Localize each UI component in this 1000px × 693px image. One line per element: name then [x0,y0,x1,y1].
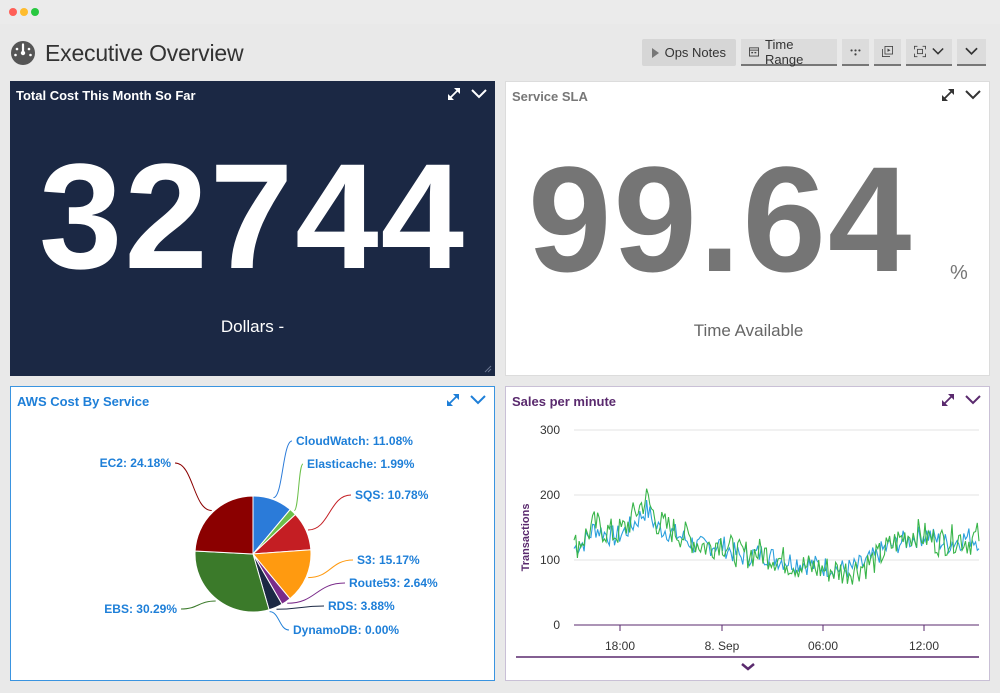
pie-label: Route53: 2.64% [349,576,438,590]
pie-label: RDS: 3.88% [328,599,395,613]
pie-label: DynamoDB: 0.00% [293,623,399,637]
widget-title: Service SLA [512,89,588,104]
calendar-icon [749,47,760,57]
y-tick-label: 200 [540,488,560,502]
toolbar: Ops Notes Time Range [641,36,986,67]
pie-connector [307,494,352,531]
chevron-down-icon[interactable] [471,89,487,99]
pie-connector [180,600,216,610]
chevron-down-icon [932,47,944,55]
pie-connector [273,440,293,499]
pie-connector [269,611,290,631]
widget-title: Sales per minute [512,394,617,409]
chevron-down-icon[interactable] [965,395,981,405]
fullscreen-icon [914,45,926,58]
pie-label: Elasticache: 1.99% [307,457,415,471]
service-sla-widget: Service SLA 99.64 % Time Available [505,81,990,376]
series-line [573,488,980,585]
chevron-down-icon[interactable] [470,395,486,405]
page-title: Executive Overview [45,39,244,66]
window-minimize-button[interactable] [20,8,28,16]
x-tick-label: 06:00 [808,639,838,653]
pie-slice[interactable] [194,550,270,613]
sla-unit-label: Time Available [693,321,804,340]
y-tick-label: 100 [540,553,560,567]
aws-cost-widget: AWS Cost By Service CloudWatch: 11.08% El… [10,386,495,681]
pie-connector [287,582,346,604]
window-close-button[interactable] [9,8,17,16]
chevron-down-icon[interactable] [741,663,755,671]
y-tick-label: 0 [553,618,560,632]
copy-icon [882,46,893,57]
variables-button[interactable] [842,39,869,66]
sla-value: 99.64 [528,135,914,303]
pie-label: S3: 15.17% [357,553,420,567]
ops-notes-button[interactable]: Ops Notes [641,39,736,66]
widget-title: Total Cost This Month So Far [16,88,196,103]
fullscreen-menu-button[interactable] [906,39,952,66]
cost-unit-label: Dollars - [220,317,285,336]
pie-connector [308,559,354,579]
chevron-down-icon[interactable] [965,90,981,100]
widget-title: AWS Cost By Service [17,394,150,409]
y-tick-label: 300 [540,423,560,437]
pie-label: EBS: 30.29% [104,602,177,616]
pie-label: EC2: 24.18% [100,456,172,470]
x-tick-label: 18:00 [605,639,635,653]
dashboard-menu-button[interactable] [957,39,986,66]
expand-icon[interactable] [447,87,461,101]
sales-per-minute-widget: Sales per minute 0 100 200 300 Transactions 1… [505,386,990,681]
play-icon [651,47,659,58]
ops-notes-label: Ops Notes [664,45,726,60]
chevron-down-icon [965,47,978,56]
time-range-label: Time Range [765,36,804,67]
total-cost-widget: Total Cost This Month So Far 32744 Dolla… [10,81,495,376]
y-axis-label: Transactions [520,504,532,572]
dots-icon [850,48,861,55]
dashboard-gauge-icon [11,41,35,65]
sales-line-chart: 0 100 200 300 Transactions 18:00 8. Sep 06:00 12… [516,423,980,671]
dashboard: Executive Overview Ops Notes Time Range [0,24,1000,693]
pie-label: SQS: 10.78% [355,488,429,502]
x-tick-label: 8. Sep [705,639,740,653]
sla-percent-suffix: % [950,262,968,284]
window-titlebar [0,0,1000,24]
page-header: Executive Overview [10,38,244,68]
pie-slice[interactable] [194,495,254,555]
x-tick-label: 12:00 [909,639,939,653]
expand-icon[interactable] [941,393,955,407]
pie-label: CloudWatch: 11.08% [296,434,413,448]
pie-connector [276,605,325,610]
aws-cost-pie-chart: CloudWatch: 11.08% Elasticache: 1.99% SQS:… [100,434,438,637]
time-range-button[interactable]: Time Range [741,36,837,67]
pie-connector [174,462,212,511]
pie-slice[interactable] [251,549,312,600]
resize-handle-icon[interactable] [484,365,492,373]
slideshow-button[interactable] [874,39,901,66]
expand-icon[interactable] [941,88,955,102]
expand-icon[interactable] [446,393,460,407]
window-zoom-button[interactable] [31,8,39,16]
pie-connector [293,463,304,511]
cost-value: 32744 [38,132,467,300]
